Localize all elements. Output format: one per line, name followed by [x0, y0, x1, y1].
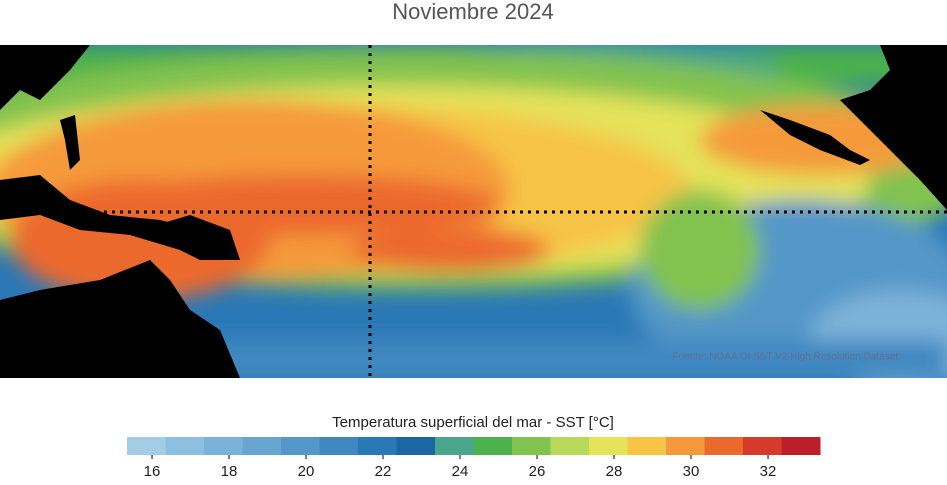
land	[0, 45, 947, 378]
reference-lines	[0, 45, 947, 378]
colorbar-segment	[781, 437, 821, 455]
source: Fuente: NOAA OI SST V2 High Resolution D…	[673, 352, 899, 363]
title: Noviembre 2024	[392, 0, 553, 24]
colorbar-segment	[550, 437, 590, 455]
colorbar-segment	[319, 437, 359, 455]
colorbar: 16 18 20 22 24 26 28 30 32	[127, 437, 821, 480]
colorbar-segment	[666, 437, 705, 455]
tick-label: 18	[221, 463, 238, 480]
sst-map: Fuente: NOAA OI SST V2 High Resolution D…	[0, 45, 947, 378]
colorbar-segment	[127, 437, 166, 455]
tick-label: 30	[683, 463, 700, 480]
tick-label: 28	[606, 463, 623, 480]
colorbar-segment	[627, 437, 667, 455]
colorbar-segment	[512, 437, 551, 455]
colorbar-segment	[589, 437, 628, 455]
tick-label: 22	[375, 463, 392, 480]
colorbar-segment	[473, 437, 513, 455]
colorbar-segment	[704, 437, 744, 455]
tick-label: 20	[298, 463, 315, 480]
tick-label: 32	[760, 463, 777, 480]
colorbar-label: Temperatura superficial del mar - SST [°…	[332, 414, 614, 431]
colorbar-segment	[743, 437, 782, 455]
tick-label: 26	[529, 463, 546, 480]
colorbar-segment	[396, 437, 436, 455]
colorbar-segment	[165, 437, 205, 455]
colorbar-segment	[435, 437, 474, 455]
colorbar-segment	[242, 437, 282, 455]
colorbar-segment	[204, 437, 243, 455]
tick-label: 24	[452, 463, 469, 480]
colorbar-segment	[358, 437, 397, 455]
colorbar-segment	[281, 437, 320, 455]
tick-label: 16	[144, 463, 161, 480]
